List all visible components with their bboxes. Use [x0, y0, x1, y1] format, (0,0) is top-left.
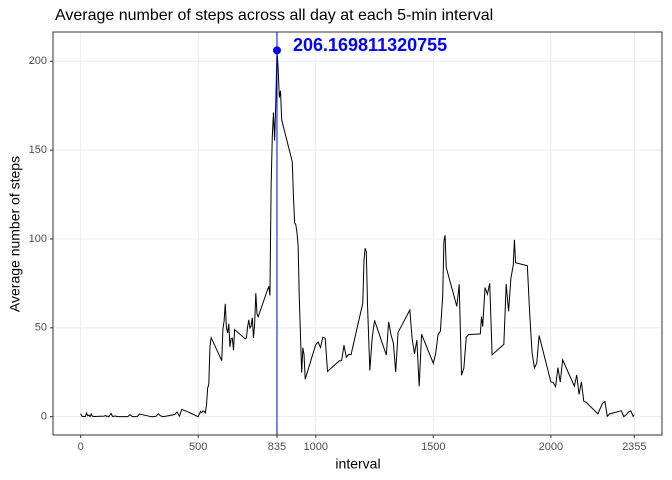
- y-tick-label: 200: [29, 55, 47, 67]
- x-tick-label: 1500: [421, 441, 445, 453]
- x-tick-label: 0: [78, 441, 84, 453]
- max-point: [272, 46, 281, 55]
- y-tick-label: 150: [29, 144, 47, 156]
- x-tick-label: 1000: [304, 441, 328, 453]
- y-tick-label: 50: [35, 322, 47, 334]
- panel-border: [52, 31, 663, 436]
- max-label: 206.169811320755: [293, 35, 447, 55]
- x-tick-label: 2000: [539, 441, 563, 453]
- y-axis-title: Average number of steps: [7, 156, 23, 312]
- x-tick-label: 835: [268, 441, 286, 453]
- x-tick-label: 500: [189, 441, 207, 453]
- y-tick-label: 100: [29, 233, 47, 245]
- x-tick-label: 2355: [622, 441, 646, 453]
- x-axis-title: interval: [335, 456, 380, 472]
- line: [80, 50, 635, 418]
- y-tick-label: 0: [41, 411, 47, 423]
- chart-title: Average number of steps across all day a…: [55, 7, 493, 24]
